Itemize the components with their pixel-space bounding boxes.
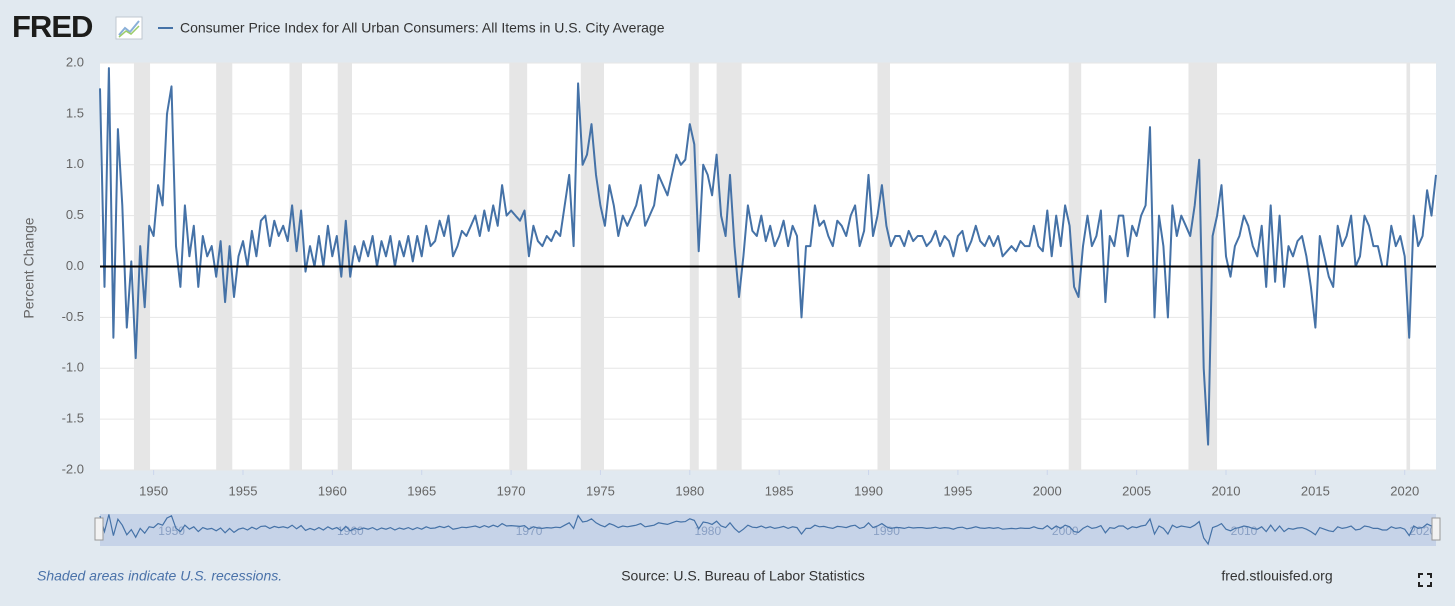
logo-icon xyxy=(115,16,143,40)
x-tick-label: 1960 xyxy=(318,483,347,498)
site-link[interactable]: fred.stlouisfed.org xyxy=(1221,568,1332,584)
legend-label[interactable]: Consumer Price Index for All Urban Consu… xyxy=(180,20,665,36)
series-line xyxy=(99,67,1437,446)
y-tick-label: 1.5 xyxy=(66,105,84,120)
y-tick-label: 0.5 xyxy=(66,207,84,222)
recession-note[interactable]: Shaded areas indicate U.S. recessions. xyxy=(37,568,282,584)
x-tick-label: 1980 xyxy=(675,483,704,498)
y-tick-label: -1.5 xyxy=(62,411,84,426)
x-tick-label: 1965 xyxy=(407,483,436,498)
navigator-label: 1980 xyxy=(694,524,721,538)
y-tick-label: 1.0 xyxy=(66,156,84,171)
x-tick-label: 1985 xyxy=(765,483,794,498)
navigator-label: 1950 xyxy=(158,524,185,538)
y-tick-label: 0.0 xyxy=(66,258,84,273)
x-tick-label: 2005 xyxy=(1122,483,1151,498)
x-tick-label: 1950 xyxy=(139,483,168,498)
x-tick-label: 2020 xyxy=(1390,483,1419,498)
y-axis-label: Percent Change xyxy=(21,217,37,318)
y-tick-label: -0.5 xyxy=(62,309,84,324)
x-tick-label: 2010 xyxy=(1212,483,1241,498)
source[interactable]: Source: U.S. Bureau of Labor Statistics xyxy=(621,568,865,584)
x-tick-label: 2015 xyxy=(1301,483,1330,498)
logo: FRED xyxy=(12,9,93,44)
x-tick-label: 1995 xyxy=(943,483,972,498)
x-tick-label: 1990 xyxy=(854,483,883,498)
y-tick-label: -1.0 xyxy=(62,360,84,375)
navigator-line xyxy=(99,514,1437,546)
x-tick-label: 2000 xyxy=(1033,483,1062,498)
x-tick-label: 1970 xyxy=(497,483,526,498)
y-tick-label: -2.0 xyxy=(62,461,84,476)
x-tick-label: 1975 xyxy=(586,483,615,498)
navigator-handle[interactable] xyxy=(94,517,104,541)
fullscreen-button[interactable] xyxy=(1418,573,1432,587)
y-tick-label: 2.0 xyxy=(66,54,84,69)
x-tick-label: 1955 xyxy=(229,483,258,498)
navigator-handle[interactable] xyxy=(1431,517,1441,541)
